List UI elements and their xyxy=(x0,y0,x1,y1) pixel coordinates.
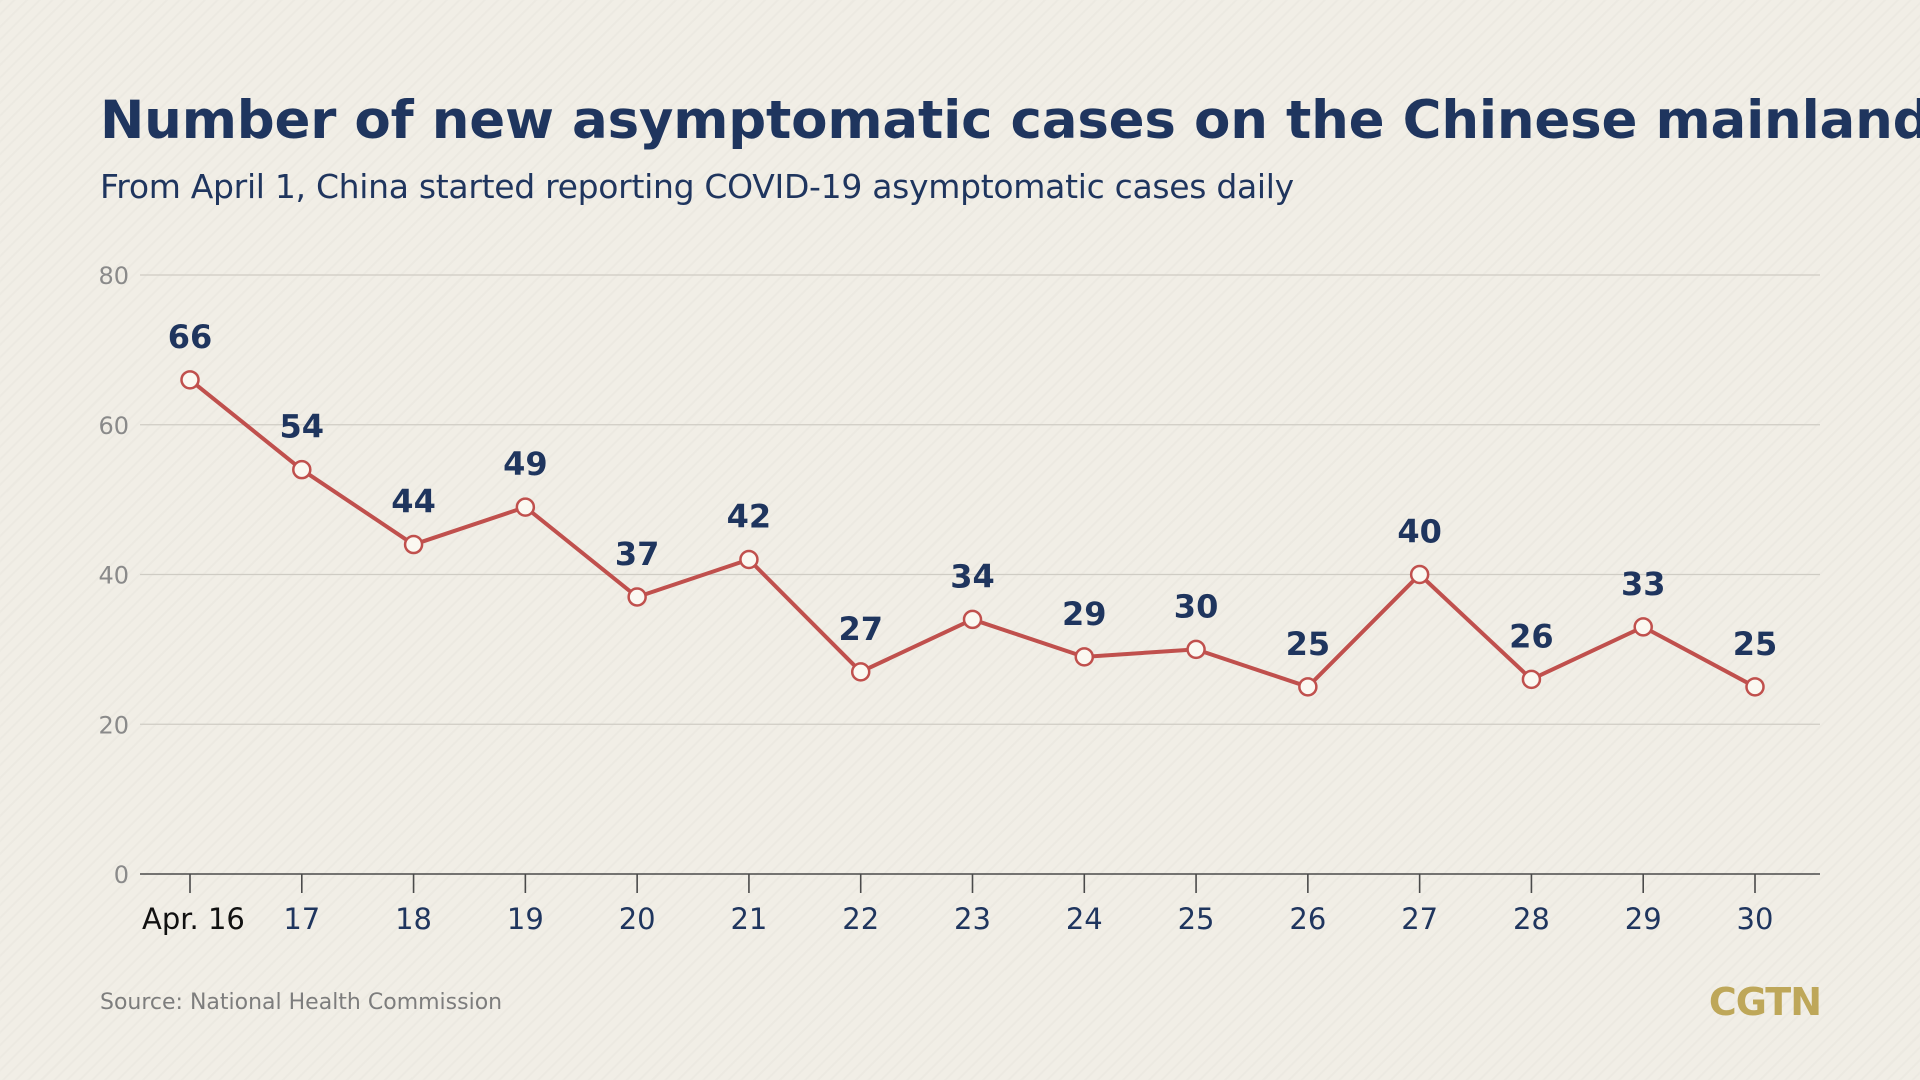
data-label: 29 xyxy=(1062,595,1107,633)
y-tick-label: 40 xyxy=(98,562,129,590)
data-label: 27 xyxy=(838,610,883,648)
x-tick-label: 19 xyxy=(507,902,544,936)
data-label: 49 xyxy=(503,445,548,483)
data-label: 42 xyxy=(727,498,772,536)
data-point xyxy=(627,587,647,607)
data-markers xyxy=(180,370,1765,697)
x-tick-label: 26 xyxy=(1289,902,1326,936)
x-tick-label: 30 xyxy=(1737,902,1774,936)
x-tick-label: 22 xyxy=(842,902,879,936)
y-tick-label: 0 xyxy=(114,861,129,889)
data-point xyxy=(403,534,424,555)
x-tick-label: 20 xyxy=(619,902,656,936)
data-point xyxy=(515,497,536,517)
data-point xyxy=(1074,647,1095,667)
chart-title: Number of new asymptomatic cases on the … xyxy=(100,90,1920,151)
data-point xyxy=(1745,677,1765,697)
data-label: 66 xyxy=(168,318,213,356)
data-label: 54 xyxy=(280,408,325,446)
data-label: 26 xyxy=(1509,617,1554,655)
x-tick-label: 18 xyxy=(395,902,432,936)
x-tick-label: 25 xyxy=(1178,902,1215,936)
y-tick-label: 60 xyxy=(98,412,129,440)
data-label: 34 xyxy=(950,557,995,595)
x-tick-label: 29 xyxy=(1625,902,1662,936)
x-tick-label: 28 xyxy=(1513,902,1550,936)
data-point xyxy=(292,459,312,480)
source-note: Source: National Health Commission xyxy=(100,990,503,1015)
data-label: 44 xyxy=(391,483,436,521)
data-point xyxy=(1409,564,1430,585)
data-label: 40 xyxy=(1397,513,1442,551)
x-tick-label: 27 xyxy=(1401,902,1438,936)
x-tick-label: Apr. 16 xyxy=(142,902,245,936)
data-point xyxy=(1298,677,1318,697)
x-tick-label: 21 xyxy=(730,902,767,936)
data-point xyxy=(180,370,200,390)
cgtn-logo: CGTN xyxy=(1708,980,1822,1024)
data-label: 25 xyxy=(1733,625,1778,663)
data-point xyxy=(850,662,871,682)
data-labels: 66 54 44 49 37 42 27 34 29 30 25 40 26 33 25 xyxy=(168,318,1778,663)
grid-lines xyxy=(140,274,1820,725)
data-label: 37 xyxy=(615,535,660,573)
data-label: 30 xyxy=(1174,587,1219,625)
axes: 0 20 40 60 80 Apr. 16 17 18 19 20 21 22 23 24 25 26 27 28… xyxy=(98,262,1820,936)
data-point xyxy=(1186,639,1206,660)
x-tick-label: 23 xyxy=(954,902,991,936)
data-point xyxy=(1521,669,1542,690)
data-label: 25 xyxy=(1286,625,1331,663)
x-tick-label: 17 xyxy=(283,902,320,936)
y-tick-label: 80 xyxy=(98,262,129,290)
data-point xyxy=(1633,617,1653,637)
data-point xyxy=(962,609,983,630)
y-tick-label: 20 xyxy=(98,711,129,739)
chart-subtitle: From April 1, China started reporting CO… xyxy=(100,167,1294,206)
data-point xyxy=(739,549,759,570)
x-tick-label: 24 xyxy=(1066,902,1103,936)
data-label: 33 xyxy=(1621,565,1666,603)
